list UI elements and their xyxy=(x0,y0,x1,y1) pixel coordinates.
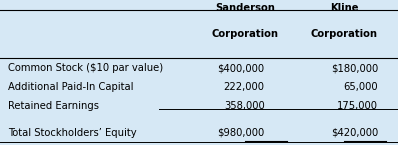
Text: Retained Earnings: Retained Earnings xyxy=(8,101,99,111)
Text: $980,000: $980,000 xyxy=(217,128,265,138)
Text: $400,000: $400,000 xyxy=(218,63,265,73)
Text: Corporation: Corporation xyxy=(311,29,378,39)
Text: Common Stock ($10 par value): Common Stock ($10 par value) xyxy=(8,63,163,73)
Text: 358,000: 358,000 xyxy=(224,101,265,111)
Text: 175,000: 175,000 xyxy=(337,101,378,111)
Text: $420,000: $420,000 xyxy=(331,128,378,138)
Text: Additional Paid-In Capital: Additional Paid-In Capital xyxy=(8,82,133,92)
Text: Sanderson: Sanderson xyxy=(215,3,275,13)
Text: Total Stockholders’ Equity: Total Stockholders’ Equity xyxy=(8,128,137,138)
Text: $180,000: $180,000 xyxy=(331,63,378,73)
Text: 65,000: 65,000 xyxy=(343,82,378,92)
Text: 222,000: 222,000 xyxy=(224,82,265,92)
Text: Corporation: Corporation xyxy=(211,29,278,39)
Text: Kline: Kline xyxy=(330,3,359,13)
